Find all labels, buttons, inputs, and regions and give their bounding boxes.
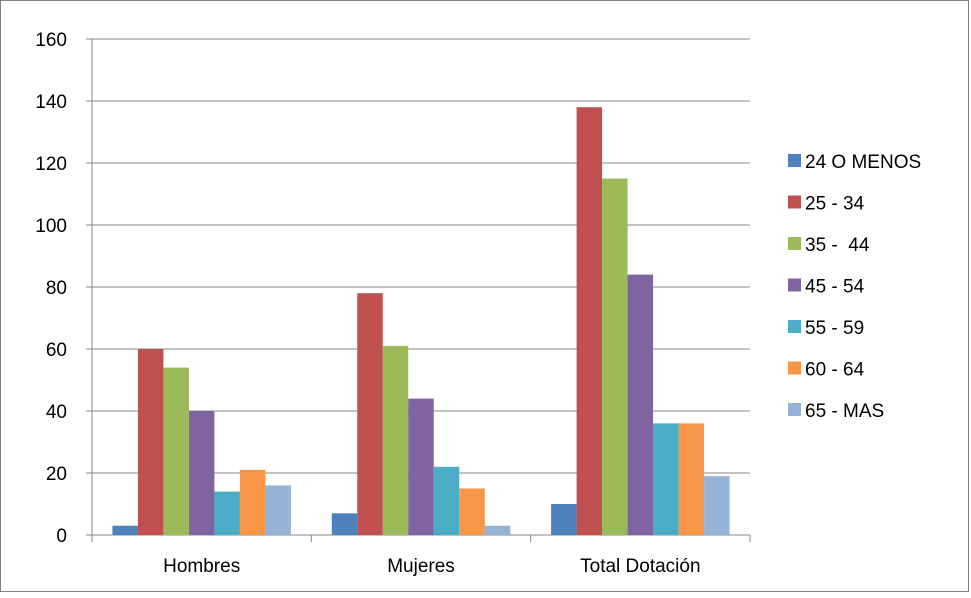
legend-label: 45 - 54	[805, 277, 865, 298]
bar	[627, 274, 654, 535]
bar	[357, 293, 383, 535]
y-tick-label: 0	[56, 526, 67, 547]
legend: 24 O MENOS 25 - 34 35 - 44 45 - 54 55 - 59 60…	[788, 152, 921, 422]
bar	[484, 525, 511, 535]
x-category-label: Hombres	[163, 556, 240, 577]
x-category-label: Total Dotación	[580, 556, 700, 577]
bar	[551, 504, 577, 535]
bar	[653, 423, 679, 535]
y-tick-labels: 0 20 40 60 80 100 120 140 160	[35, 30, 67, 547]
bar	[163, 367, 189, 535]
y-tick-label: 100	[35, 216, 67, 237]
y-tick-label: 60	[46, 340, 67, 361]
bar	[433, 466, 460, 535]
bar	[678, 423, 705, 535]
legend-label: 24 O MENOS	[805, 152, 921, 173]
bar	[704, 476, 730, 535]
legend-swatch	[788, 237, 801, 250]
bar	[112, 525, 138, 535]
x-category-label: Mujeres	[387, 556, 455, 577]
legend-label: 25 - 34	[805, 194, 865, 215]
bar	[331, 513, 358, 535]
legend-swatch	[788, 403, 801, 416]
y-tick-label: 80	[46, 278, 67, 299]
legend-swatch	[788, 361, 801, 375]
bar	[459, 488, 485, 535]
y-tick-label: 140	[35, 92, 67, 113]
y-tick-label: 160	[35, 30, 67, 51]
bar	[265, 485, 291, 535]
bar	[137, 349, 164, 535]
bar	[382, 345, 409, 535]
legend-label: 60 - 64	[805, 360, 865, 381]
bar	[576, 107, 603, 535]
y-tick-label: 20	[46, 464, 67, 485]
legend-label: 35 - 44	[805, 235, 870, 256]
x-category-labels: Hombres Mujeres Total Dotación	[163, 556, 700, 577]
legend-label: 65 - MAS	[805, 401, 884, 422]
legend-swatch	[788, 195, 801, 209]
legend-swatch	[788, 154, 801, 167]
legend-label: 55 - 59	[805, 318, 864, 339]
legend-swatch	[788, 278, 801, 292]
y-tick-label: 120	[35, 154, 67, 175]
legend-swatch	[788, 320, 801, 333]
bar	[408, 398, 434, 535]
bars	[112, 107, 730, 535]
y-tick-label: 40	[46, 402, 67, 423]
bar	[214, 491, 240, 535]
bar	[188, 411, 215, 535]
bar	[239, 469, 266, 535]
bar	[602, 178, 628, 535]
